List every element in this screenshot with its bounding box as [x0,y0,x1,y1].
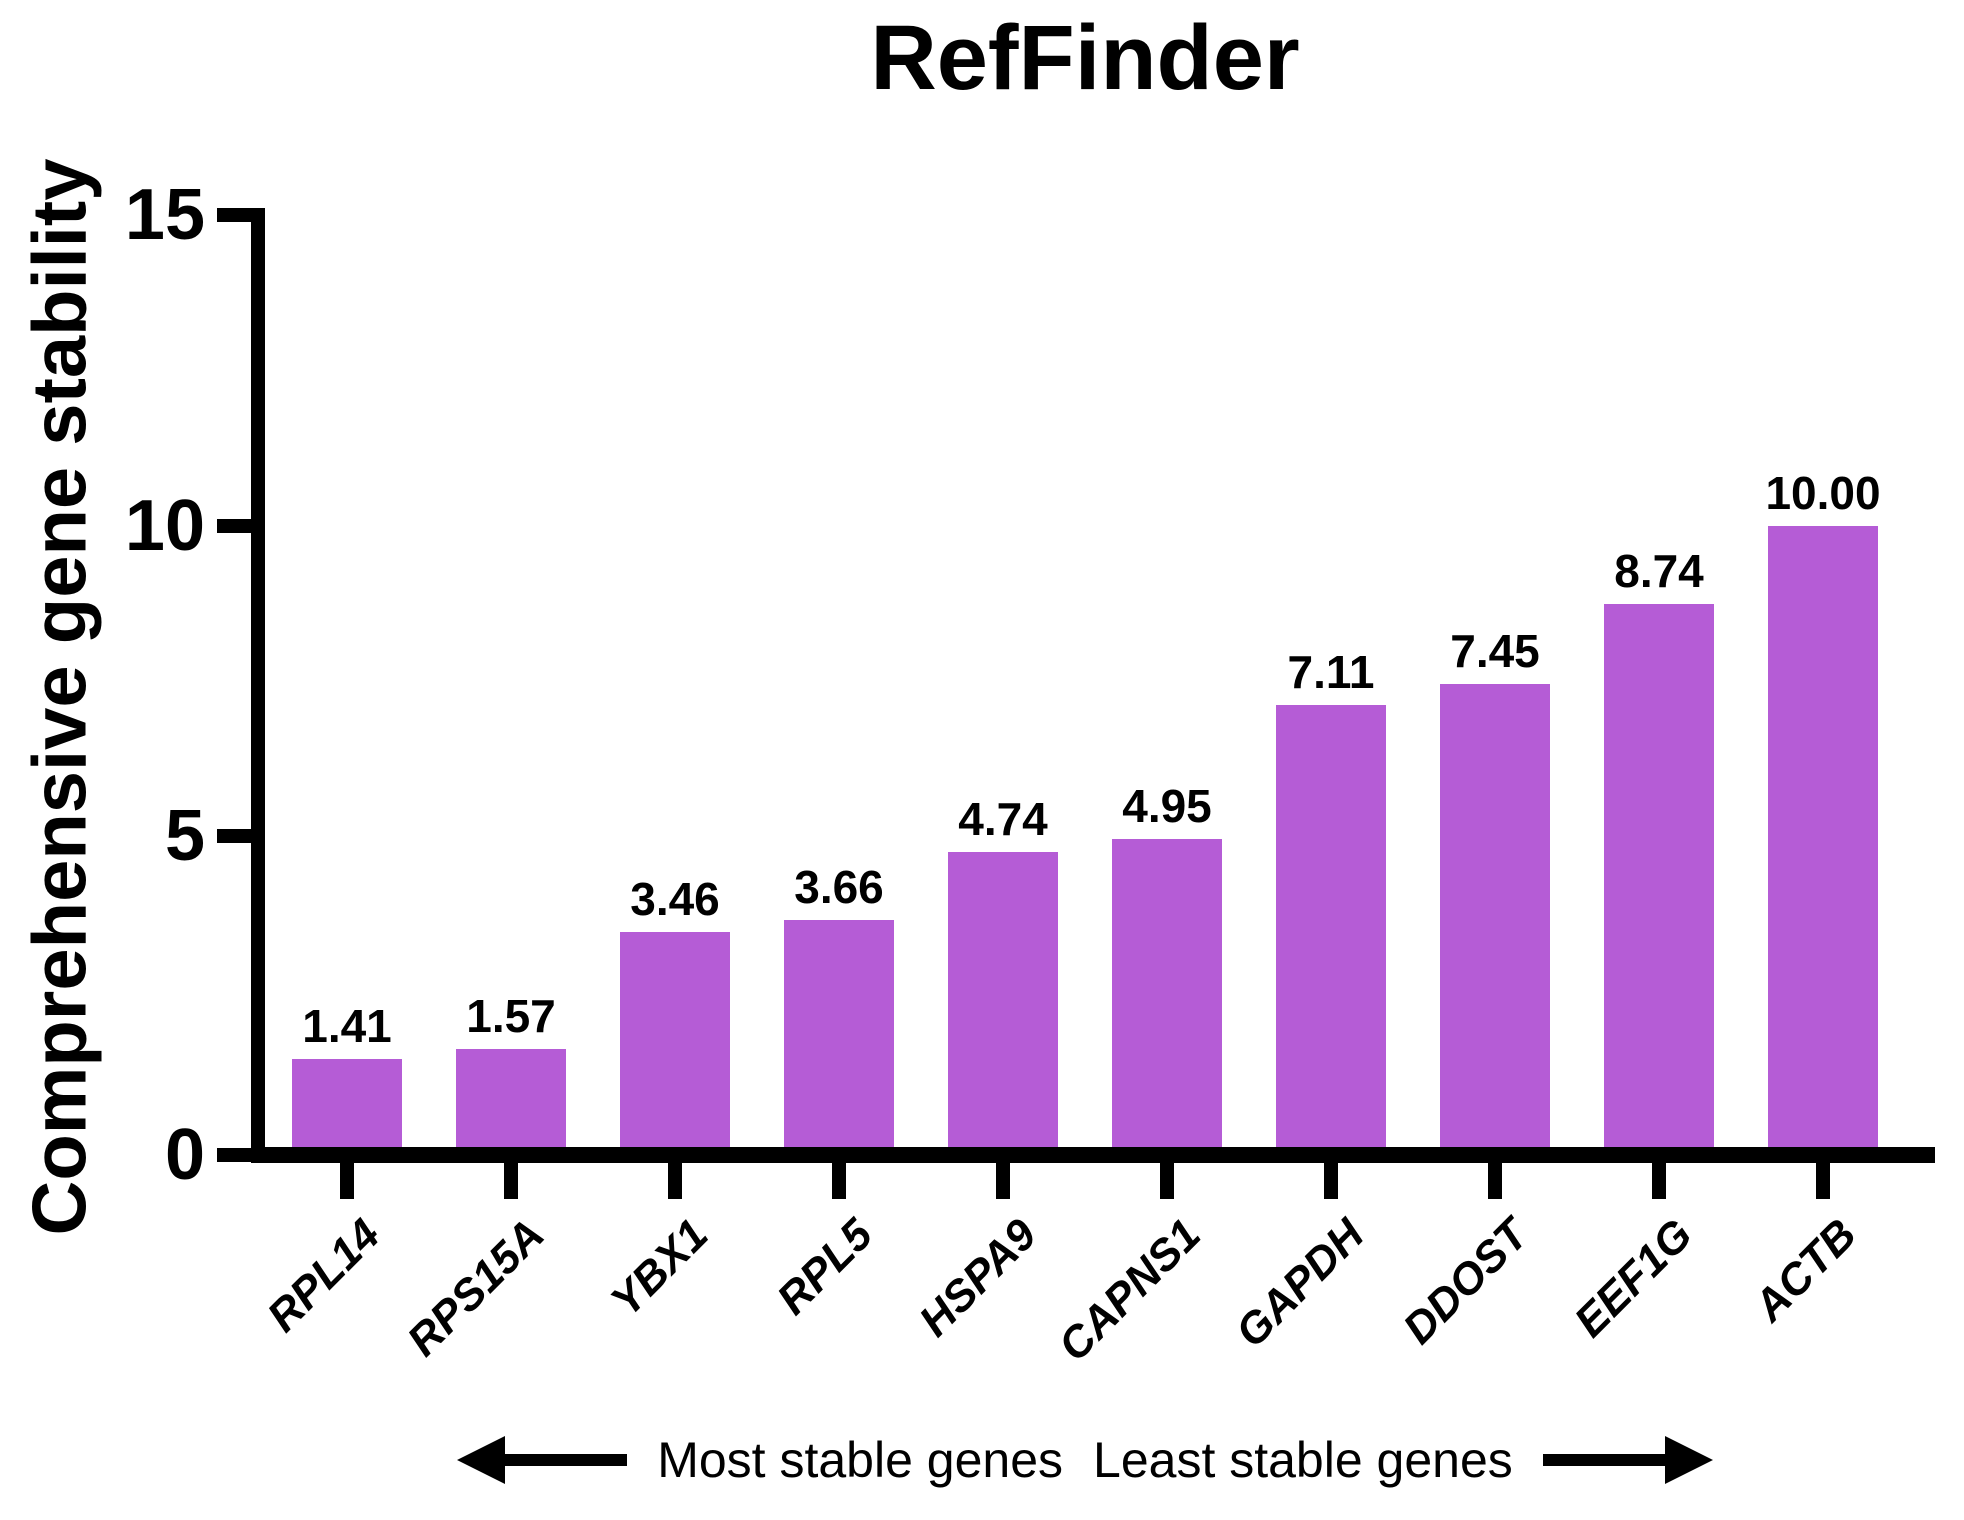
y-axis-line [251,208,265,1163]
right-arrow-icon [1542,1436,1713,1484]
bar-value-label: 4.95 [1122,780,1212,833]
bar-value-label: 8.74 [1614,544,1704,597]
bar-value-label: 7.11 [1287,646,1375,699]
y-axis-tick [217,518,251,533]
x-axis-line [251,1147,1935,1163]
bar-value-label: 4.74 [958,793,1048,846]
bar [784,919,894,1147]
x-axis-tick [1652,1163,1666,1199]
x-category-label: ACTB [1744,1209,1866,1331]
y-axis-tick [217,1148,251,1162]
y-axis-tick [217,829,251,844]
most-stable-genes-label: Most stable genes [657,1432,1064,1488]
least-stable-genes-label: Least stable genes [1093,1432,1513,1488]
y-axis-tick [217,208,251,222]
x-category-label: RPL5 [767,1209,882,1325]
bar-value-label: 3.46 [630,873,720,926]
bar [948,852,1058,1147]
x-category-label: RPL14 [258,1209,390,1342]
bar [620,932,730,1147]
bar-value-label: 10.00 [1765,466,1881,519]
x-category-label: EEF1G [1564,1209,1702,1347]
x-category-label: RPS15A [397,1209,554,1366]
x-axis-tick [504,1163,518,1199]
x-axis-tick [1488,1163,1502,1199]
x-category-label: DDOST [1393,1209,1538,1354]
bar [456,1049,566,1147]
bar-value-label: 1.41 [302,1000,392,1053]
bar [1440,684,1550,1147]
y-tick-label: 15 [124,175,205,255]
x-category-label: HSPA9 [909,1209,1046,1346]
chart-title: RefFinder [870,7,1300,109]
x-axis-tick [1160,1163,1174,1199]
y-tick-label: 10 [124,485,205,566]
bar [292,1059,402,1147]
x-category-label: GAPDH [1226,1209,1374,1357]
x-category-label: YBX1 [601,1209,718,1326]
bar-value-label: 3.66 [794,860,884,913]
bar-value-label: 7.45 [1450,625,1540,678]
bar [1276,705,1386,1147]
x-axis-tick [1324,1163,1338,1199]
y-tick-label: 5 [164,796,205,877]
x-axis-tick [340,1163,354,1199]
x-axis-tick [996,1163,1010,1199]
x-category-label: CAPNS1 [1048,1209,1210,1371]
bar [1112,839,1222,1147]
stability-annotation: Most stable genes Least stable genes [265,1424,1905,1496]
y-tick-label: 0 [164,1115,205,1195]
bar-value-label: 1.57 [466,990,556,1043]
left-arrow-icon [457,1436,628,1484]
bar [1604,603,1714,1147]
bar [1768,525,1878,1147]
x-axis-tick [668,1163,682,1199]
x-axis-tick [1816,1163,1830,1199]
x-axis-tick [832,1163,846,1199]
